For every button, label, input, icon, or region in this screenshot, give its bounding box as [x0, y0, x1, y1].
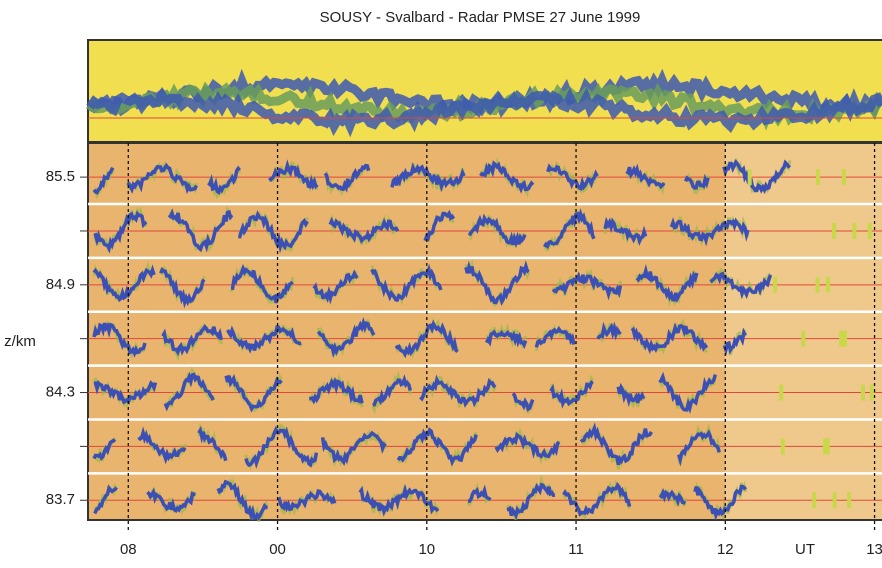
trace — [323, 163, 371, 193]
y-tick-label: 85.5 — [46, 168, 75, 185]
trace — [328, 216, 400, 244]
trace — [370, 263, 443, 302]
trace — [224, 373, 283, 413]
x-tick-label: 12 — [717, 541, 734, 558]
trace — [534, 325, 576, 348]
trace — [276, 489, 337, 513]
x-tick-label: 13 — [866, 541, 882, 558]
trace — [230, 263, 294, 304]
trace — [684, 173, 710, 190]
trace — [464, 260, 530, 307]
y-tick-label: 84.9 — [46, 276, 75, 293]
x-tick-label: 11 — [568, 541, 584, 558]
trace — [197, 425, 228, 462]
trace — [390, 162, 466, 193]
trace — [485, 329, 528, 350]
trace — [244, 425, 319, 469]
trace — [423, 209, 456, 242]
trace — [93, 379, 158, 405]
trace — [396, 427, 478, 467]
trace — [126, 162, 198, 195]
trace — [93, 210, 148, 254]
x-tick-label: 00 — [269, 541, 286, 558]
trace — [92, 438, 117, 462]
trace — [167, 208, 234, 253]
trace — [543, 208, 596, 250]
trace — [238, 210, 309, 254]
trace — [309, 376, 364, 405]
trace — [467, 484, 492, 504]
trace — [506, 482, 556, 521]
trace — [216, 479, 268, 521]
y-tick-label: 84.3 — [46, 384, 75, 401]
trace — [92, 166, 115, 195]
trace — [603, 216, 648, 246]
trace — [316, 317, 376, 359]
trace — [709, 271, 773, 300]
trace — [163, 371, 215, 412]
x-tick-label: 10 — [418, 541, 435, 558]
trace — [551, 271, 623, 301]
trace — [635, 264, 699, 304]
trace — [677, 429, 721, 467]
trace — [658, 371, 717, 414]
trace — [511, 392, 535, 412]
trace-halo — [224, 372, 283, 413]
x-tick-label: 08 — [120, 541, 137, 558]
trace — [467, 213, 527, 249]
trace — [207, 165, 242, 195]
trace — [372, 374, 412, 407]
trace — [722, 327, 747, 356]
trace — [419, 374, 497, 408]
trace — [658, 487, 687, 507]
trace — [630, 322, 709, 355]
trace — [394, 319, 459, 359]
trace — [358, 483, 440, 517]
trace — [693, 484, 748, 521]
y-axis-label: z/km — [4, 333, 36, 350]
trace — [722, 159, 791, 195]
trace — [146, 487, 196, 513]
trace — [479, 160, 535, 194]
trace — [596, 321, 622, 341]
overview-band — [86, 86, 882, 138]
trace — [93, 484, 118, 515]
trace — [161, 324, 224, 357]
trace — [549, 380, 594, 409]
y-tick-label: 83.7 — [46, 491, 75, 508]
trace — [494, 431, 561, 459]
trace — [546, 163, 599, 191]
trace — [616, 382, 646, 408]
trace — [92, 264, 156, 303]
trace — [92, 321, 147, 358]
trace — [137, 426, 187, 465]
trace — [579, 422, 653, 466]
trace — [669, 217, 750, 247]
trace — [562, 481, 632, 517]
x-axis-label: UT — [795, 541, 815, 558]
decoration — [80, 68, 882, 529]
trace — [625, 163, 666, 190]
trace — [312, 269, 359, 305]
trace — [159, 267, 206, 309]
trace — [226, 325, 302, 354]
trace — [320, 430, 387, 466]
chart-title: SOUSY - Svalbard - Radar PMSE 27 June 19… — [320, 9, 641, 26]
